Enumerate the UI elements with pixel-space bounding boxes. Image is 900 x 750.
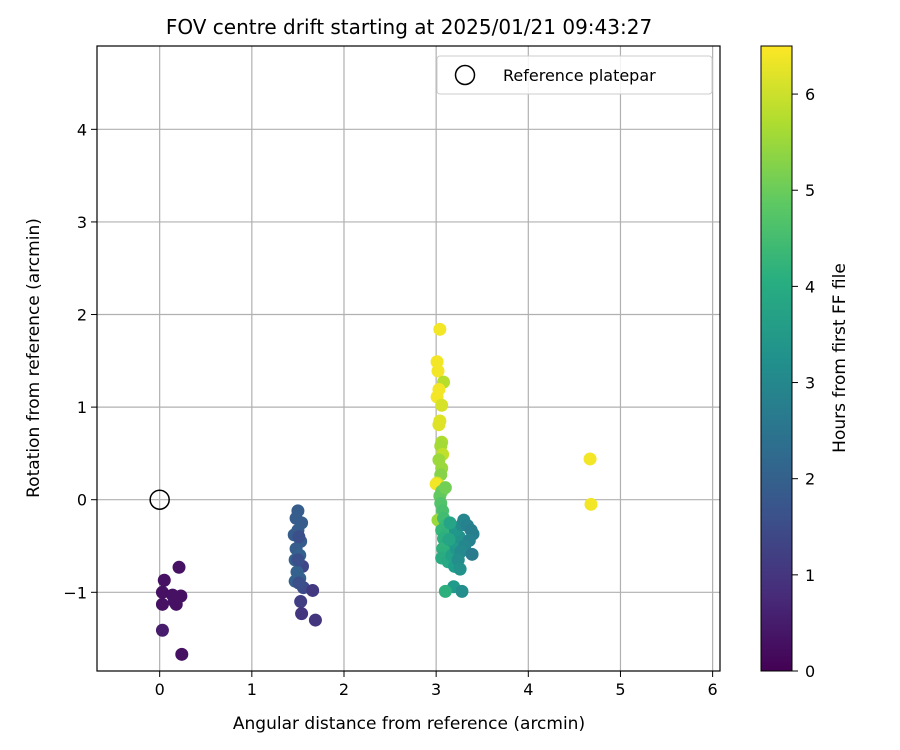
x-tick-label-4: 4 [523,680,533,699]
scatter-point-28 [292,530,306,544]
scatter-point-8 [155,623,169,637]
scatter-point-31 [433,322,447,336]
scatter-point-87 [584,497,598,511]
scatter-point-24 [306,583,320,597]
scatter-point-37 [435,398,449,412]
scatter-point-50 [438,481,452,495]
scatter-point-2 [155,585,169,599]
scatter-point-39 [432,418,446,432]
y-axis-label: Rotation from reference (arcmin) [24,218,44,498]
x-tick-label-3: 3 [431,680,441,699]
scatter-point-26 [295,607,309,621]
x-axis-label: Angular distance from reference (arcmin) [233,714,585,734]
y-tick-label-2: 1 [77,398,87,417]
colorbar-tick-label-3: 3 [805,374,815,393]
chart-title: FOV centre drift starting at 2025/01/21 … [166,15,652,39]
reference-platepar-marker [149,489,170,510]
legend: Reference platepar [436,55,713,95]
scatter-point-7 [167,595,181,609]
y-tick-label-4: 3 [77,213,87,232]
scatter-point-80 [453,562,467,576]
y-tick-label-1: 0 [77,491,87,510]
colorbar-tick-label-1: 1 [805,566,815,585]
scatter-point-86 [583,452,597,466]
plot-frame [96,45,721,672]
scatter-point-83 [455,584,469,598]
colorbar-tick-label-0: 0 [805,662,815,681]
legend-marker-icon [454,64,476,86]
colorbar-gradient [760,45,793,672]
colorbar-ticks: 0 1 2 3 4 5 6 [792,85,815,681]
legend-label: Reference platepar [503,66,656,85]
y-tick-label-3: 2 [77,306,87,325]
scatter-point-29 [291,553,305,567]
scatter-point-82 [438,584,452,598]
scatter-point-33 [431,364,445,378]
x-tick-label-6: 6 [708,680,718,699]
scatter-point-78 [465,547,479,561]
plot-area: 0 1 2 3 4 5 6 −1 0 1 2 3 4 [63,45,721,699]
scatter-point-0 [172,560,186,574]
legend-box [436,55,713,95]
colorbar-tick-label-2: 2 [805,470,815,489]
colorbar-tick-label-5: 5 [805,181,815,200]
scatter-point-9 [175,647,189,661]
axis-ticks: 0 1 2 3 4 5 6 −1 0 1 2 3 4 [63,120,717,699]
x-tick-label-5: 5 [615,680,625,699]
scatter-point-85 [442,533,456,547]
scatter-point-30 [292,576,306,590]
x-tick-label-0: 0 [155,680,165,699]
colorbar-tick-label-4: 4 [805,277,815,296]
grid [97,46,720,671]
y-tick-label-5: 4 [77,120,87,139]
x-tick-label-2: 2 [339,680,349,699]
colorbar-label: Hours from first FF file [830,263,850,453]
scatter-point-1 [157,573,171,587]
x-tick-label-1: 1 [247,680,257,699]
scatter-point-27 [308,613,322,627]
scatter-point-84 [443,516,457,530]
colorbar-tick-label-6: 6 [805,85,815,104]
colorbar: 0 1 2 3 4 5 6 Hours from first FF file [760,45,850,681]
scatter-point-5 [155,597,169,611]
scatter-point-25 [294,595,308,609]
y-tick-label-0: −1 [63,583,87,602]
scatter-points [155,322,598,661]
